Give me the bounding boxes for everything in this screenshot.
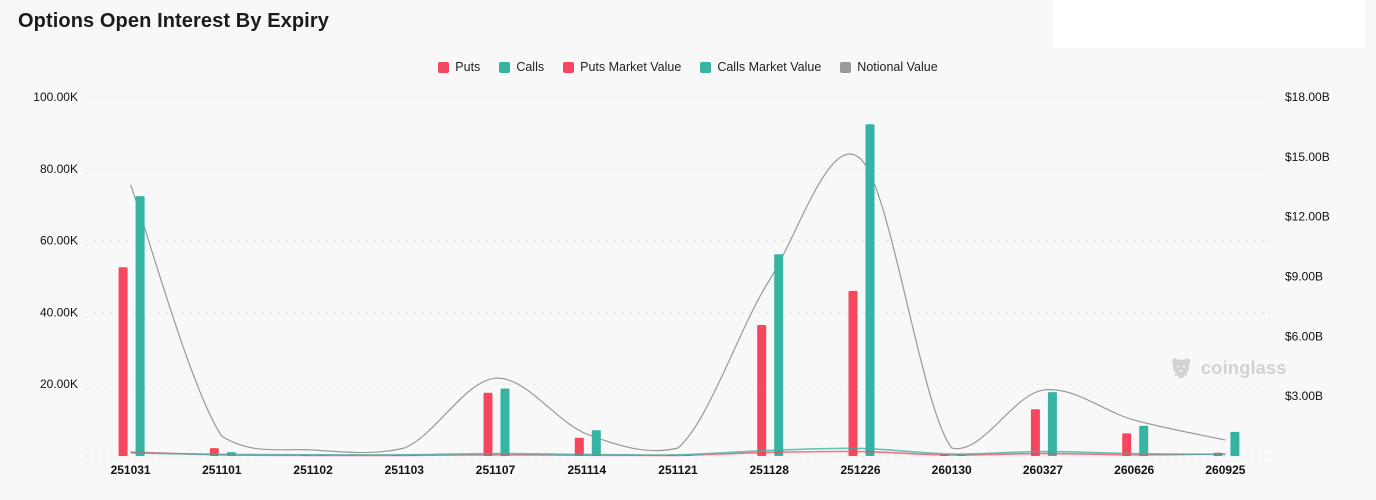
puts-bar-260327[interactable] xyxy=(1030,409,1040,456)
legend-item-label: Calls xyxy=(516,60,545,74)
y-axis-left-label: 40.00K xyxy=(40,305,78,319)
calls-bar-260327[interactable] xyxy=(1047,392,1057,456)
calls-bar-260925[interactable] xyxy=(1230,431,1240,456)
puts-bar-251128[interactable] xyxy=(757,325,767,456)
calls-bar-251031[interactable] xyxy=(135,196,145,456)
legend-item-notional-value[interactable]: Notional Value xyxy=(840,60,938,74)
coinglass-watermark-text: coinglass xyxy=(1201,357,1287,378)
x-axis-label-251226: 251226 xyxy=(840,463,880,477)
legend-item-label: Calls Market Value xyxy=(717,60,822,74)
x-axis-label-251103: 251103 xyxy=(385,463,425,477)
legend-swatch-icon xyxy=(700,61,712,73)
legend-item-label: Puts Market Value xyxy=(580,60,682,74)
y-axis-right-label: $15.00B xyxy=(1285,150,1330,164)
x-axis-label-260327: 260327 xyxy=(1023,463,1063,477)
x-axis-label-251121: 251121 xyxy=(658,463,698,477)
x-axis-label-251031: 251031 xyxy=(111,463,151,477)
calls-bar-251128[interactable] xyxy=(774,254,784,456)
y-axis-left-label: 80.00K xyxy=(40,162,78,176)
calls-bar-251226[interactable] xyxy=(865,124,875,457)
x-axis-label-251114: 251114 xyxy=(567,463,606,477)
puts-bar-251226[interactable] xyxy=(848,290,858,456)
y-axis-right-label: $3.00B xyxy=(1285,389,1323,403)
x-axis-label-251101: 251101 xyxy=(202,463,242,477)
puts-bar-251107[interactable] xyxy=(483,392,493,456)
legend-item-puts[interactable]: Puts xyxy=(438,60,480,74)
legend-swatch-icon xyxy=(438,61,450,73)
y-axis-left-label: 20.00K xyxy=(40,377,78,391)
top-right-white-panel xyxy=(1053,0,1365,48)
y-axis-left-label: 60.00K xyxy=(40,234,78,248)
legend-item-puts-market-value[interactable]: Puts Market Value xyxy=(563,60,681,74)
x-axis-label-251128: 251128 xyxy=(750,463,790,477)
puts-bar-260626[interactable] xyxy=(1122,433,1132,456)
x-axis-label-251107: 251107 xyxy=(476,463,516,477)
page-title: Options Open Interest By Expiry xyxy=(18,10,329,32)
y-axis-right-label: $18.00B xyxy=(1285,90,1330,104)
calls-bar-251114[interactable] xyxy=(591,430,601,456)
legend-swatch-icon xyxy=(499,61,511,73)
calls-bar-251107[interactable] xyxy=(500,388,510,457)
calls-bar-260626[interactable] xyxy=(1139,425,1149,456)
x-axis-label-251102: 251102 xyxy=(293,463,333,477)
puts-bar-251114[interactable] xyxy=(574,437,584,456)
y-axis-right-label: $9.00B xyxy=(1285,270,1323,284)
y-axis-right-label: $6.00B xyxy=(1285,329,1323,343)
calls-market-value-line xyxy=(130,447,1226,456)
legend-item-label: Puts xyxy=(455,60,481,74)
chart-legend: Puts Calls Puts Market Value Calls Market V… xyxy=(0,60,1376,74)
legend-item-calls-market-value[interactable]: Calls Market Value xyxy=(700,60,821,74)
x-axis-label-260130: 260130 xyxy=(932,463,972,477)
x-axis-label-260626: 260626 xyxy=(1114,463,1154,477)
x-axis-label-260925: 260925 xyxy=(1205,463,1245,477)
legend-swatch-icon xyxy=(840,61,852,73)
y-axis-right-label: $12.00B xyxy=(1285,210,1330,224)
notional-value-line xyxy=(130,153,1226,454)
legend-item-calls[interactable]: Calls xyxy=(499,60,544,74)
legend-item-label: Notional Value xyxy=(857,60,938,74)
puts-bar-251031[interactable] xyxy=(118,267,128,456)
coinglass-bear-icon xyxy=(1168,355,1194,381)
y-axis-left-label: 100.00K xyxy=(33,90,78,104)
coinglass-watermark: coinglass xyxy=(1168,355,1287,381)
legend-swatch-icon xyxy=(563,61,575,73)
